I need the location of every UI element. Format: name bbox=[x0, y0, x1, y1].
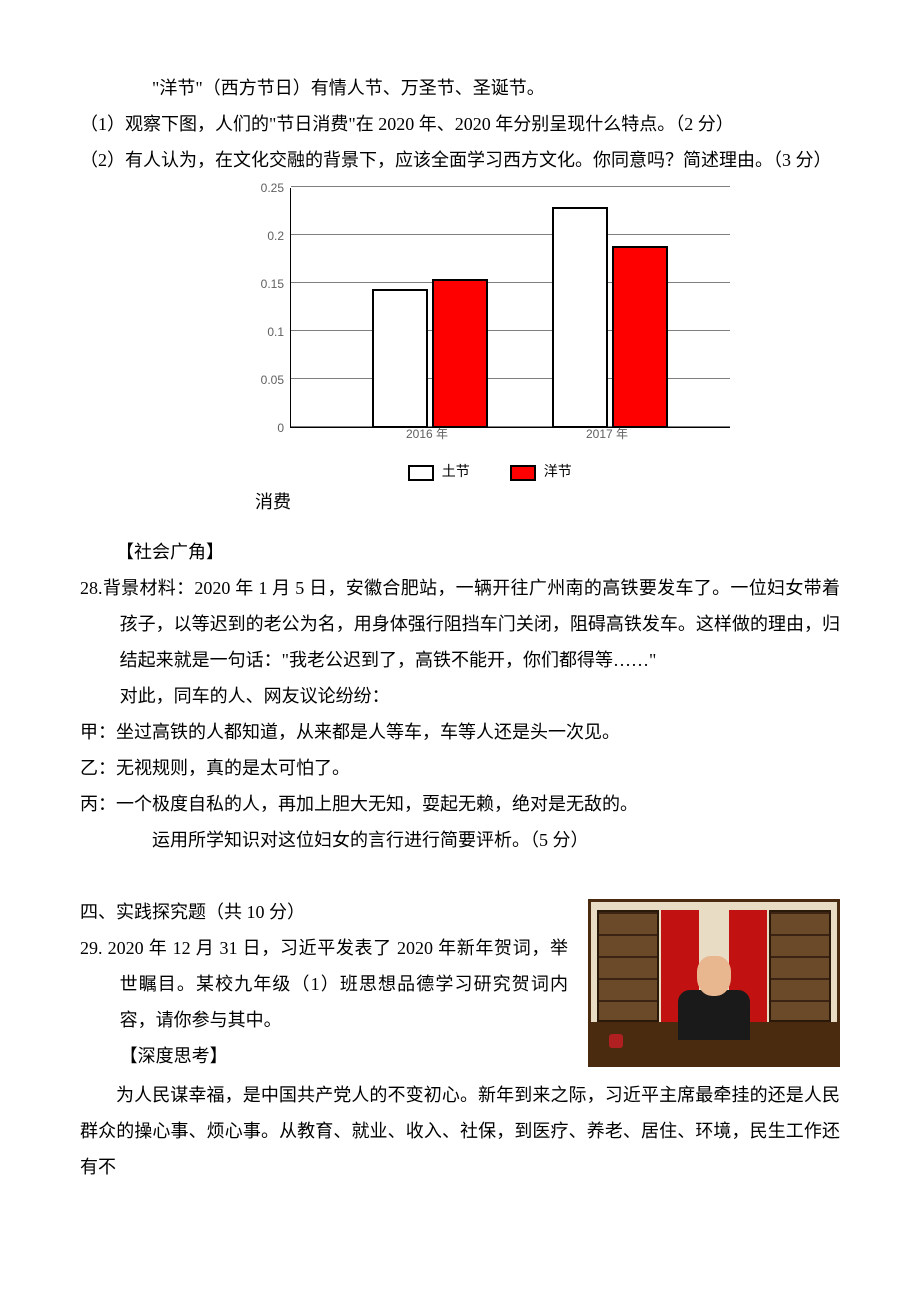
y-tick-label: 0.25 bbox=[261, 176, 284, 200]
q28-yi: 乙：无视规则，真的是太可怕了。 bbox=[80, 750, 840, 786]
y-tick-label: 0.05 bbox=[261, 368, 284, 392]
leader-photo bbox=[588, 899, 840, 1067]
legend-label-tu: 土节 bbox=[442, 465, 470, 480]
bar-yang-1 bbox=[612, 246, 668, 428]
x-tick-label: 2017 年 bbox=[586, 422, 628, 446]
gridline bbox=[291, 186, 730, 187]
intro-yangjie: "洋节"（西方节日）有情人节、万圣节、圣诞节。 bbox=[80, 70, 840, 106]
q28-task: 运用所学知识对这位妇女的言行进行简要评析。（5 分） bbox=[80, 822, 840, 858]
y-tick-label: 0.2 bbox=[267, 224, 284, 248]
q28-background: 28.背景材料：2020 年 1 月 5 日，安徽合肥站，一辆开往广州南的高铁要… bbox=[80, 570, 840, 678]
legend-label-yang: 洋节 bbox=[544, 465, 572, 480]
question-1: （1）观察下图，人们的"节日消费"在 2020 年、2020 年分别呈现什么特点… bbox=[80, 106, 840, 142]
x-tick-label: 2016 年 bbox=[406, 422, 448, 446]
bar-tu-1 bbox=[552, 207, 608, 428]
social-heading: 【社会广角】 bbox=[80, 534, 840, 570]
chart-caption: 消费 bbox=[255, 484, 755, 520]
legend-item-tu: 土节 bbox=[408, 459, 470, 487]
legend-item-yang: 洋节 bbox=[510, 459, 572, 487]
gridline bbox=[291, 234, 730, 235]
bar-yang-0 bbox=[432, 279, 488, 428]
q28-bing: 丙：一个极度自私的人，再加上胆大无知，耍起无赖，绝对是无敌的。 bbox=[80, 786, 840, 822]
q28-jia: 甲：坐过高铁的人都知道，从来都是人等车，车等人还是头一次见。 bbox=[80, 714, 840, 750]
y-tick-label: 0.1 bbox=[267, 320, 284, 344]
bar-chart: 00.050.10.150.20.252016 年2017 年 土节 洋节 消费 bbox=[240, 188, 740, 524]
legend-swatch-yang bbox=[510, 465, 536, 481]
bar-tu-0 bbox=[372, 289, 428, 428]
legend-swatch-tu bbox=[408, 465, 434, 481]
y-tick-label: 0 bbox=[277, 416, 284, 440]
chart-legend: 土节 洋节 bbox=[240, 452, 740, 488]
y-tick-label: 0.15 bbox=[261, 272, 284, 296]
question-2: （2）有人认为，在文化交融的背景下，应该全面学习西方文化。你同意吗？简述理由。（… bbox=[80, 142, 840, 178]
deep-thinking-para: 为人民谋幸福，是中国共产党人的不变初心。新年到来之际，习近平主席最牵挂的还是人民… bbox=[80, 1077, 840, 1185]
q28-intro: 对此，同车的人、网友议论纷纷： bbox=[80, 678, 840, 714]
